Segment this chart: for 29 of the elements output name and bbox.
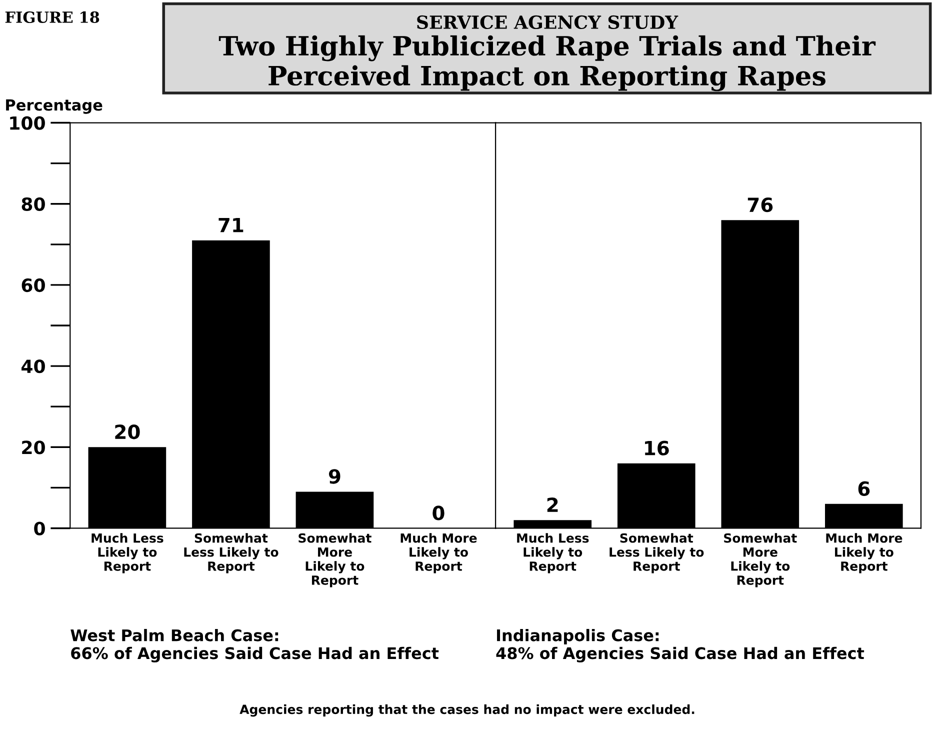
x-tick-label: Much More Likely to Report	[400, 533, 477, 574]
text: SERVICE AGENCY STUDY	[417, 15, 678, 30]
y-tick-label: 80	[22, 197, 45, 211]
caption: FIGURE 18	[5, 11, 100, 23]
y-tick-label: 60	[22, 278, 45, 292]
x-axis-title: Indianapolis Case: 48% of Agencies Said Case Had an Effect	[496, 628, 864, 662]
x-axis-title: West Palm Beach Case: 66% of Agencies Said Case Had an Effect	[70, 628, 439, 662]
data-label: 6	[858, 481, 870, 496]
chart-title: Two Highly Publicized Rape Trials and Their Perceived Impact on Reporting Rapes	[218, 35, 876, 92]
data-label: 71	[218, 218, 244, 232]
data-label: 2	[547, 497, 558, 512]
x-tick-label: Somewhat Less Likely to Report	[184, 533, 278, 574]
data-label: 76	[748, 197, 773, 212]
y-tick-label: 20	[22, 440, 45, 454]
y-tick-label: 100	[10, 116, 45, 130]
y-tick-label: 40	[22, 360, 45, 374]
data-label: 16	[645, 440, 669, 456]
x-tick-label: Somewhat More Likely to Report	[724, 533, 797, 588]
text: Agencies reporting that the cases had no impact were excluded.	[240, 704, 694, 717]
data-label: 20	[115, 424, 140, 440]
x-tick-label: Much More Likely to Report	[826, 533, 902, 574]
y-tick-label: 0	[34, 522, 45, 536]
data-label: 0	[432, 506, 444, 520]
data-label: 9	[328, 469, 340, 484]
x-tick-label: Somewhat More Likely to Report	[298, 533, 372, 588]
x-tick-label: Much Less Likely to Report	[92, 533, 164, 574]
x-tick-label: Somewhat Less Likely to Report	[610, 533, 704, 574]
y-axis-title: Percentage	[6, 99, 102, 114]
x-tick-label: Much Less Likely to Report	[517, 533, 589, 574]
